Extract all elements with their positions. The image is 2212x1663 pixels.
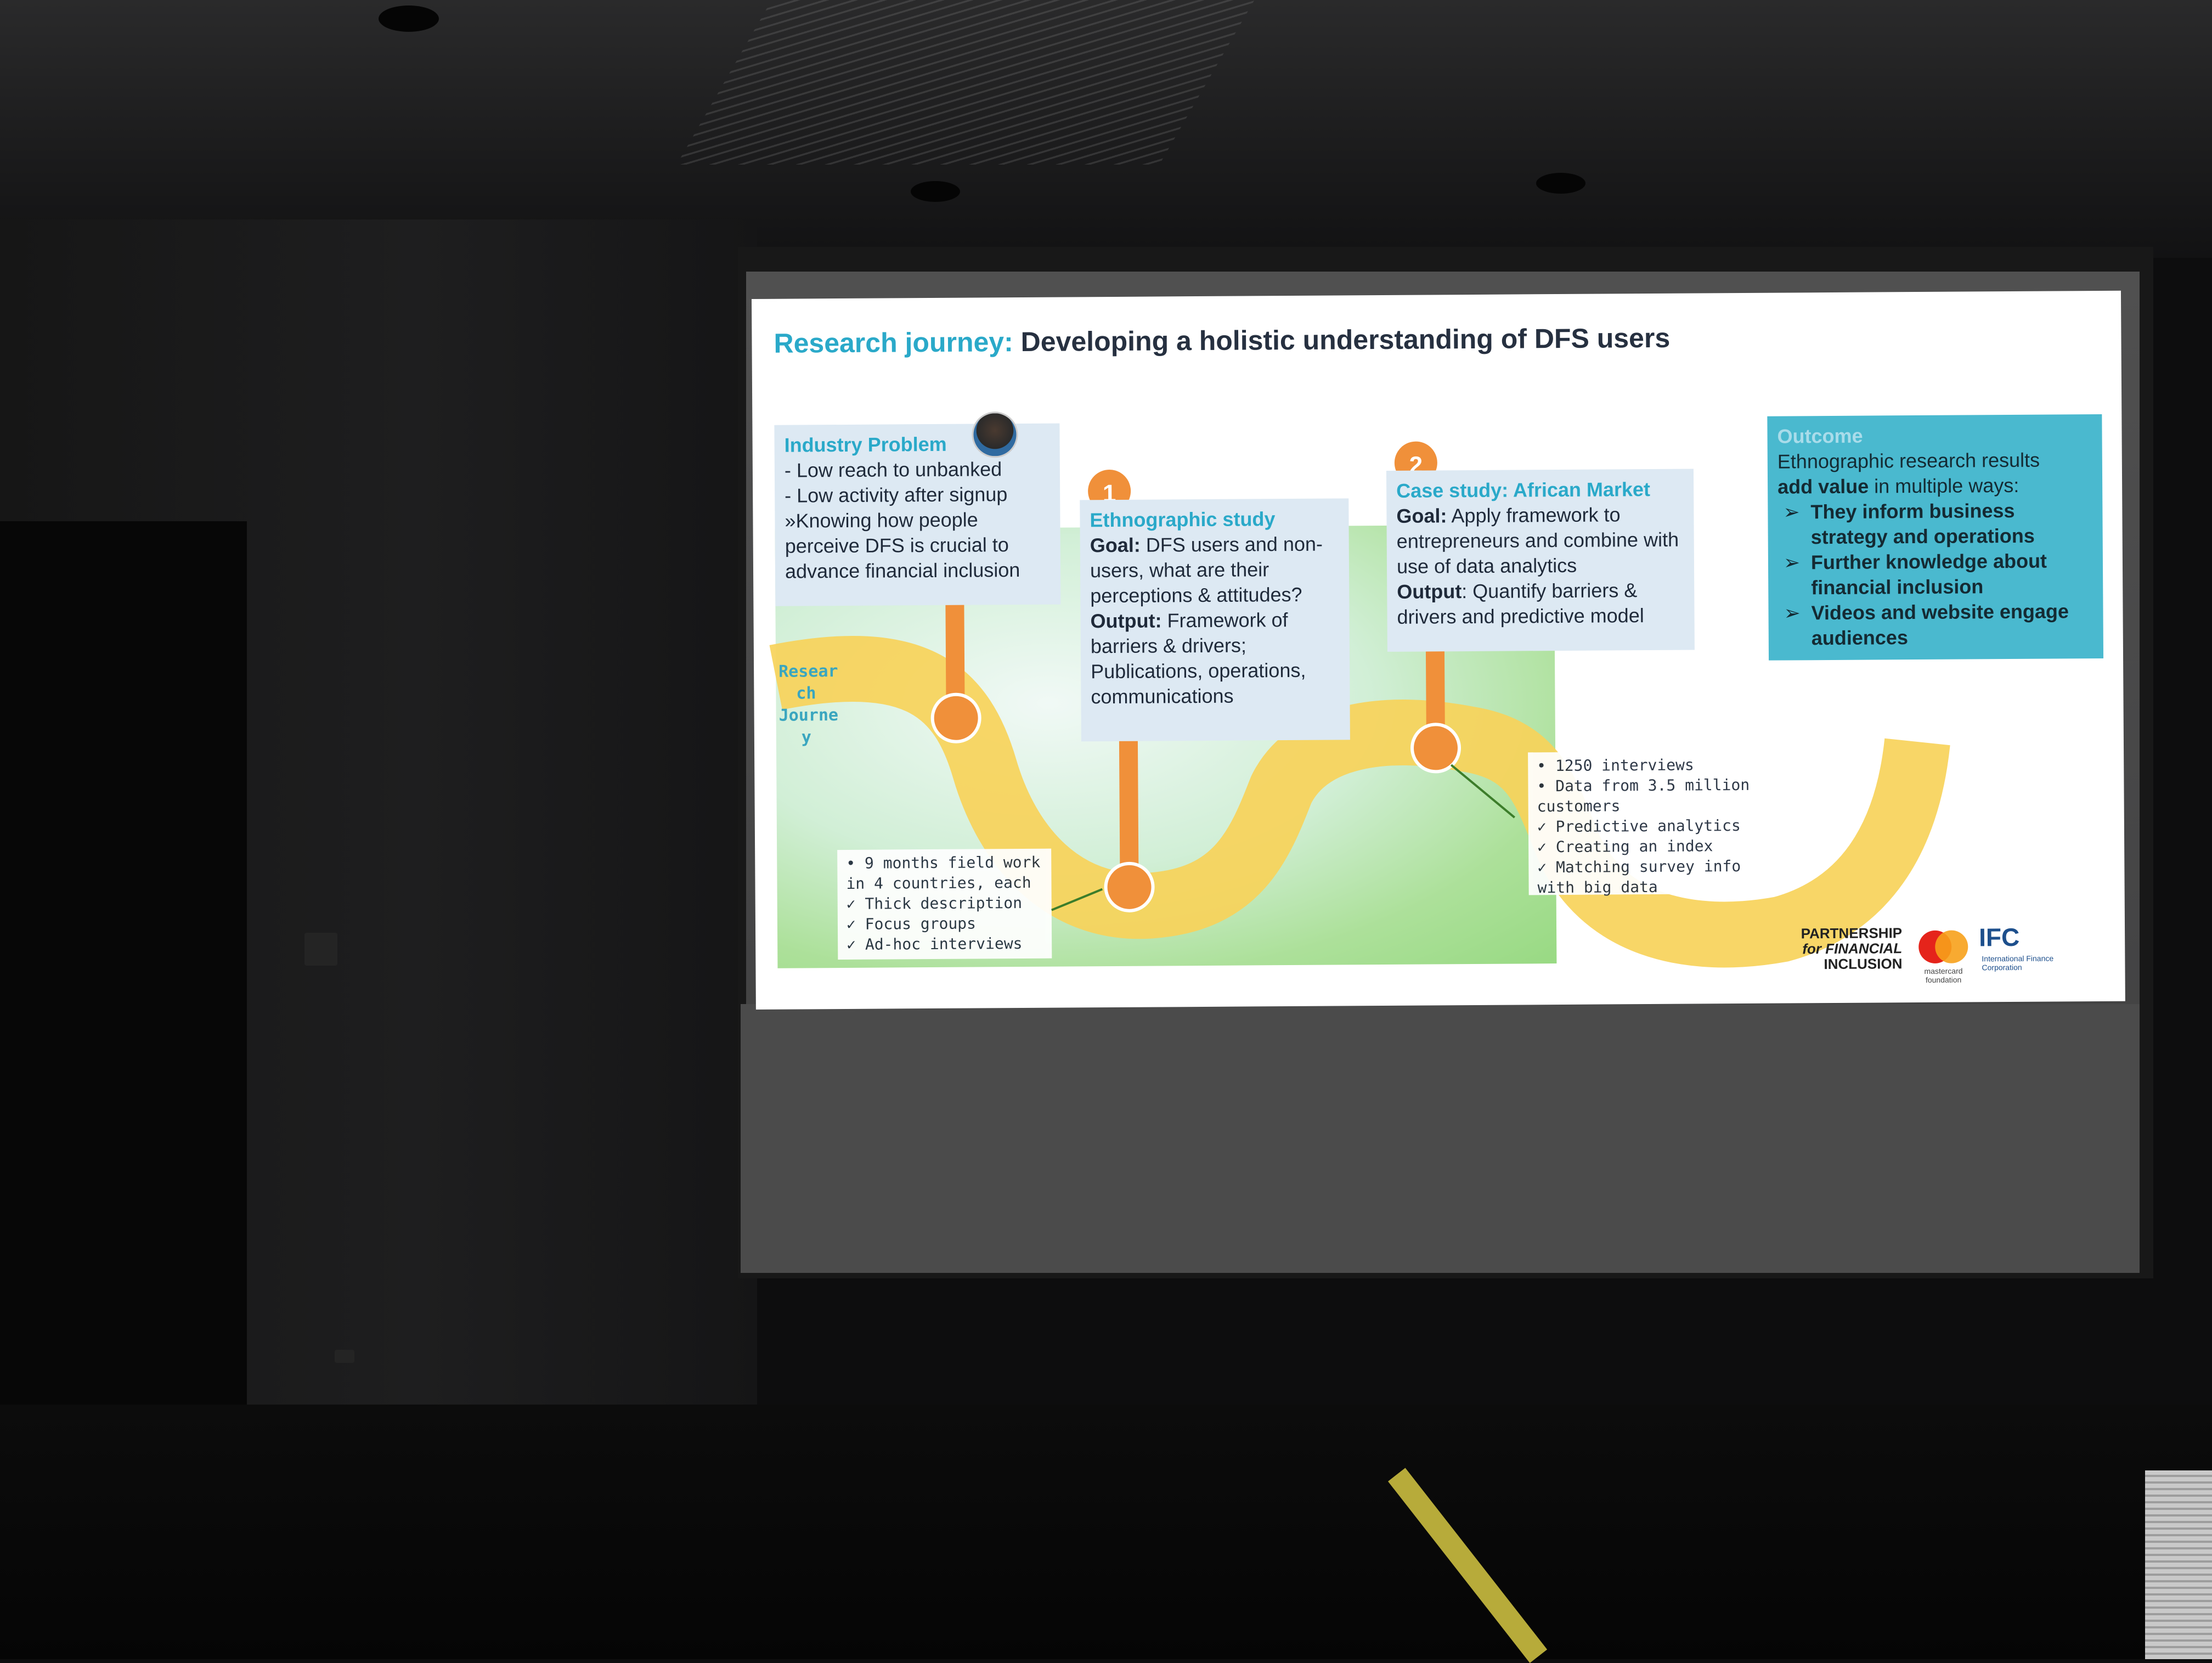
floor xyxy=(0,1405,2212,1659)
ifc-logo: IFC xyxy=(1978,922,2020,952)
ceiling xyxy=(0,0,2212,258)
outcome-title: Outcome xyxy=(1777,424,1863,448)
case-study-box: Case study: African Market Goal: Apply f… xyxy=(1386,469,1695,652)
sponsor-logos: PARTNERSHIP for FINANCIAL INCLUSION mast… xyxy=(1792,922,2100,989)
vertical-label-line: y xyxy=(801,728,812,747)
outcome-list: They inform business strategy and operat… xyxy=(1778,498,2094,651)
note-line: ✓ Predictive analytics xyxy=(1537,816,1741,836)
journey-road xyxy=(769,635,1950,968)
journey-marker xyxy=(930,692,981,744)
note-line: ✓ Focus groups xyxy=(846,914,977,933)
mastercard-label: mastercard foundation xyxy=(1924,966,1963,984)
pfi-logo-line: for FINANCIAL xyxy=(1802,940,1903,957)
note-line: with big data xyxy=(1537,877,1658,897)
note-line: • 1250 interviews xyxy=(1537,756,1694,775)
note-line: ✓ Thick description xyxy=(846,894,1023,913)
step1-output-label: Output: xyxy=(1090,609,1162,633)
wall-fixture xyxy=(335,1350,354,1363)
presenter-avatar xyxy=(972,411,1018,458)
step2-goal-label: Goal: xyxy=(1396,504,1447,527)
marker-stem xyxy=(945,605,965,704)
vertical-label-line: Resear xyxy=(778,662,838,681)
note-line: ✓ Creating an index xyxy=(1537,837,1713,856)
note-line: ✓ Ad-hoc interviews xyxy=(847,934,1023,954)
note-line: customers xyxy=(1537,797,1621,816)
pfi-logo-line: INCLUSION xyxy=(1824,955,1903,973)
step1-goal-label: Goal: xyxy=(1090,533,1141,557)
step1-goal: Goal: DFS users and non-users, what are … xyxy=(1090,531,1340,608)
pfi-logo: PARTNERSHIP for FINANCIAL INCLUSION xyxy=(1792,924,1903,973)
outcome-intro-2: add value in multiple ways: xyxy=(1778,472,2092,500)
step2-goal: Goal: Apply framework to entrepreneurs a… xyxy=(1396,502,1684,579)
note-line: • Data from 3.5 million xyxy=(1537,775,1750,796)
outcome-bullet: They inform business strategy and operat… xyxy=(1778,498,2093,550)
outcome-bullet: Videos and website engage audiences xyxy=(1778,599,2094,651)
wall-fixture xyxy=(304,933,337,966)
doorway xyxy=(0,521,247,1487)
pfi-logo-line: PARTNERSHIP xyxy=(1801,924,1903,942)
note-line: • 9 months field work xyxy=(846,853,1041,872)
outcome-box: Outcome Ethnographic research results ad… xyxy=(1767,414,2104,661)
industry-problem-line: - Low activity after signup xyxy=(785,483,1008,507)
note-line: ✓ Matching survey info xyxy=(1537,857,1741,877)
ceiling-light xyxy=(1536,173,1585,194)
vertical-label-line: ch xyxy=(796,684,816,703)
industry-problem-line: perceive DFS is crucial to xyxy=(785,533,1009,557)
step2-output: Output: Quantify barriers & drivers and … xyxy=(1397,578,1685,630)
marker-stem xyxy=(1119,741,1139,878)
step2-title: Case study: African Market xyxy=(1396,478,1651,502)
ethnographic-study-box: Ethnographic study Goal: DFS users and n… xyxy=(1080,498,1350,742)
industry-problem-line: advance financial inclusion xyxy=(785,559,1020,583)
outcome-bullet: Further knowledge about financial inclus… xyxy=(1778,548,2094,601)
projected-slide: Research journey: Developing a holistic … xyxy=(752,290,2125,1010)
journey-marker xyxy=(1104,861,1155,913)
industry-problem-line: »Knowing how people xyxy=(785,508,978,532)
ceiling-vent xyxy=(676,0,1255,165)
step1-output: Output: Framework of barriers & drivers;… xyxy=(1090,607,1340,709)
journey-path xyxy=(769,635,1950,968)
industry-problem-box: Industry Problem - Low reach to unbanked… xyxy=(774,423,1061,606)
research-journey-label: Resear ch Journe y xyxy=(778,661,839,749)
pedestal xyxy=(2145,1470,2212,1659)
outcome-intro-bold: add value xyxy=(1777,475,1869,498)
projection-screen-lower xyxy=(741,1004,2140,1273)
industry-problem-line: - Low reach to unbanked xyxy=(784,458,1002,482)
step2-output-label: Output xyxy=(1397,580,1462,603)
step1-title: Ethnographic study xyxy=(1090,508,1276,532)
vertical-label-line: Journe xyxy=(778,706,839,725)
ceiling-light xyxy=(379,5,439,32)
note-line: in 4 countries, each xyxy=(846,873,1031,893)
outcome-intro: Ethnographic research results xyxy=(1777,448,2040,473)
ifc-subtitle: International Finance Corporation xyxy=(1982,954,2054,972)
outcome-intro-rest: in multiple ways: xyxy=(1869,473,2019,498)
mastercard-logo xyxy=(1918,930,1968,963)
fieldwork-note: • 9 months field work in 4 countries, ea… xyxy=(837,848,1052,960)
case-study-note: • 1250 interviews • Data from 3.5 millio… xyxy=(1528,751,1750,897)
ceiling-light xyxy=(911,181,960,202)
